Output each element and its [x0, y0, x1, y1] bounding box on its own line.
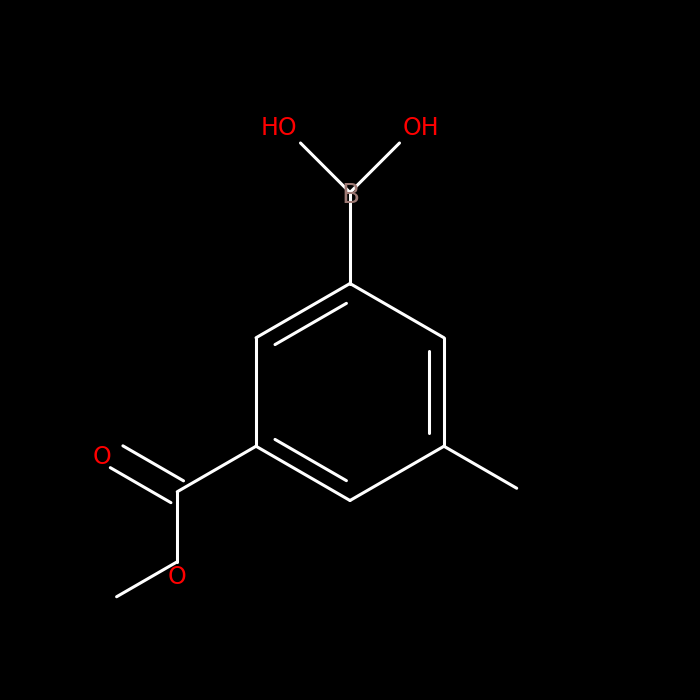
Text: O: O	[92, 444, 111, 469]
Text: HO: HO	[260, 116, 297, 139]
Text: O: O	[168, 566, 187, 589]
Text: B: B	[341, 183, 359, 209]
Text: OH: OH	[403, 116, 440, 139]
